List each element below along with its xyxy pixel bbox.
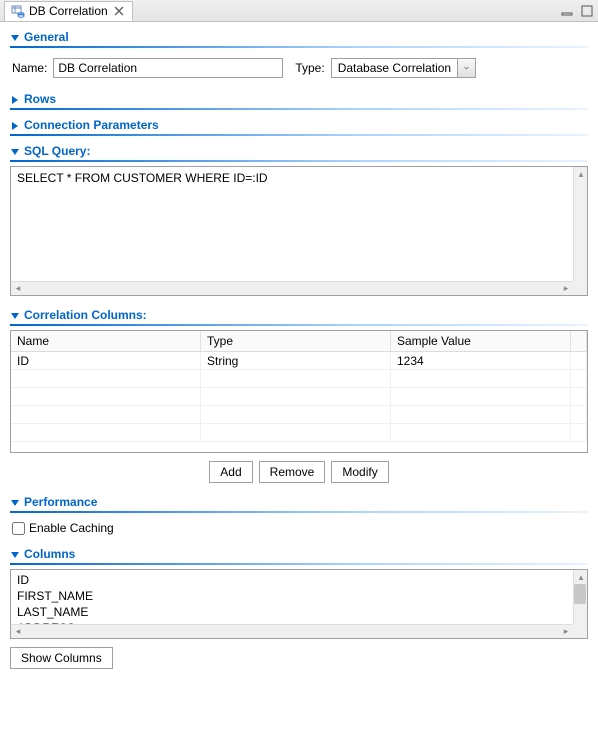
section-label: Performance: [24, 495, 97, 509]
list-item[interactable]: FIRST_NAME: [17, 588, 569, 604]
sql-textarea[interactable]: SELECT * FROM CUSTOMER WHERE ID=:ID ▴ ◂ …: [10, 166, 588, 296]
section-label: Rows: [24, 92, 56, 106]
twist-right-icon: [10, 94, 20, 104]
add-button[interactable]: Add: [209, 461, 252, 483]
scroll-left-icon: ◂: [11, 625, 25, 639]
section-columns[interactable]: Columns: [10, 543, 588, 565]
td-type: String: [201, 352, 391, 369]
td-name: ID: [11, 352, 201, 369]
section-label: SQL Query:: [24, 144, 90, 158]
scroll-corner: [573, 624, 587, 638]
twist-down-icon: [10, 310, 20, 320]
table-body: ID String 1234: [11, 352, 587, 452]
list-item[interactable]: ID: [17, 572, 569, 588]
section-label: Columns: [24, 547, 75, 561]
section-sql-query[interactable]: SQL Query:: [10, 140, 588, 162]
twist-down-icon: [10, 146, 20, 156]
editor-content: General Name: Type: Database Correlation…: [0, 22, 598, 679]
td-sample: 1234: [391, 352, 571, 369]
db-correlation-icon: [11, 4, 25, 18]
name-label: Name:: [12, 61, 47, 75]
table-row-empty: [11, 424, 587, 442]
section-label: Correlation Columns:: [24, 308, 147, 322]
th-name[interactable]: Name: [11, 331, 201, 351]
tab-bar: DB Correlation: [0, 0, 598, 22]
window-controls: [560, 4, 594, 18]
th-sample[interactable]: Sample Value: [391, 331, 571, 351]
close-icon[interactable]: [112, 4, 126, 18]
vertical-scrollbar[interactable]: ▴: [573, 167, 587, 281]
scroll-thumb[interactable]: [574, 584, 586, 604]
table-row-empty: [11, 388, 587, 406]
scroll-up-icon: ▴: [574, 167, 588, 181]
enable-caching-row: Enable Caching: [10, 517, 588, 543]
twist-down-icon: [10, 549, 20, 559]
section-label: General: [24, 30, 69, 44]
tab-title: DB Correlation: [29, 4, 108, 18]
columns-listbox[interactable]: ID FIRST_NAME LAST_NAME ADDRESS ▴ ◂ ▸: [10, 569, 588, 639]
th-spacer: [571, 331, 587, 351]
type-select[interactable]: Database Correlation: [331, 58, 476, 78]
section-connection-parameters[interactable]: Connection Parameters: [10, 114, 588, 136]
remove-button[interactable]: Remove: [259, 461, 326, 483]
type-value: Database Correlation: [332, 61, 457, 75]
horizontal-scrollbar[interactable]: ◂ ▸: [11, 281, 573, 295]
sql-text: SELECT * FROM CUSTOMER WHERE ID=:ID: [11, 167, 587, 281]
editor-tab[interactable]: DB Correlation: [4, 1, 133, 21]
section-performance[interactable]: Performance: [10, 491, 588, 513]
correlation-table: Name Type Sample Value ID String 1234: [10, 330, 588, 453]
th-type[interactable]: Type: [201, 331, 391, 351]
general-form: Name: Type: Database Correlation: [10, 52, 588, 88]
horizontal-scrollbar[interactable]: ◂ ▸: [11, 624, 573, 638]
table-row[interactable]: ID String 1234: [11, 352, 587, 370]
section-rows[interactable]: Rows: [10, 88, 588, 110]
minimize-icon[interactable]: [560, 4, 574, 18]
columns-content: ID FIRST_NAME LAST_NAME ADDRESS: [11, 570, 587, 624]
twist-down-icon: [10, 497, 20, 507]
chevron-down-icon: [457, 59, 475, 77]
table-row-empty: [11, 406, 587, 424]
maximize-icon[interactable]: [580, 4, 594, 18]
modify-button[interactable]: Modify: [331, 461, 388, 483]
twist-right-icon: [10, 120, 20, 130]
name-input[interactable]: [53, 58, 283, 78]
section-general[interactable]: General: [10, 26, 588, 48]
scroll-left-icon: ◂: [11, 282, 25, 296]
scroll-right-icon: ▸: [559, 282, 573, 296]
scroll-right-icon: ▸: [559, 625, 573, 639]
vertical-scrollbar[interactable]: ▴: [573, 570, 587, 624]
twist-down-icon: [10, 32, 20, 42]
show-columns-button[interactable]: Show Columns: [10, 647, 113, 669]
enable-caching-label: Enable Caching: [29, 521, 114, 535]
scroll-up-icon: ▴: [574, 570, 588, 584]
section-correlation-columns[interactable]: Correlation Columns:: [10, 304, 588, 326]
list-item[interactable]: LAST_NAME: [17, 604, 569, 620]
scroll-corner: [573, 281, 587, 295]
table-row-empty: [11, 370, 587, 388]
type-label: Type:: [295, 61, 324, 75]
section-label: Connection Parameters: [24, 118, 159, 132]
table-button-row: Add Remove Modify: [10, 453, 588, 491]
enable-caching-checkbox[interactable]: [12, 522, 25, 535]
table-header: Name Type Sample Value: [11, 331, 587, 352]
td-spacer: [571, 352, 587, 369]
